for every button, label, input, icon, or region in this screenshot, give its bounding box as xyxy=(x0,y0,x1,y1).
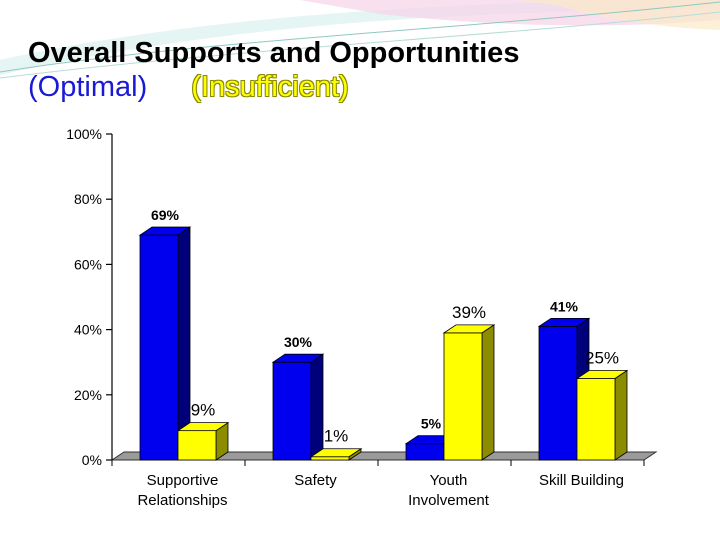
bar-insufficient xyxy=(576,378,616,461)
bar-insufficient xyxy=(443,332,483,461)
category-label: Skill Building xyxy=(539,472,624,489)
bar-top xyxy=(176,422,230,432)
y-tick-label: 60% xyxy=(74,256,102,272)
bar-top xyxy=(271,353,325,363)
bar-insufficient xyxy=(310,456,350,461)
data-label: 30% xyxy=(284,334,313,350)
y-tick-label: 100% xyxy=(66,126,102,142)
data-label: 69% xyxy=(151,207,180,223)
bar-top xyxy=(575,370,629,379)
bar-top xyxy=(537,317,591,327)
bar-optimal xyxy=(272,361,312,461)
slide-title-block: Overall Supports and Opportunities (Opti… xyxy=(28,36,708,104)
y-tick-label: 0% xyxy=(82,452,102,468)
y-tick-label: 20% xyxy=(74,387,102,403)
data-label: 39% xyxy=(452,303,486,322)
category-label: Safety xyxy=(294,472,337,489)
y-tick-label: 80% xyxy=(74,191,102,207)
data-label: 25% xyxy=(585,349,619,368)
y-tick-label: 40% xyxy=(74,322,102,338)
legend-optimal: (Optimal) xyxy=(28,71,148,103)
bar-side xyxy=(614,369,628,461)
bar-top xyxy=(138,226,192,236)
bar-side xyxy=(481,324,495,461)
data-label: 41% xyxy=(550,298,579,314)
slide-title: Overall Supports and Opportunities xyxy=(28,37,520,69)
bar-side xyxy=(310,353,324,461)
legend-line: (Optimal) (Insufficient) xyxy=(28,70,708,104)
category-label: Involvement xyxy=(408,492,490,509)
legend-insufficient: (Insufficient) xyxy=(191,71,349,103)
bar-top xyxy=(309,448,363,458)
category-label: Relationships xyxy=(137,492,227,509)
category-label: Youth xyxy=(430,472,468,489)
bar-optimal xyxy=(139,234,179,461)
bar-top xyxy=(442,324,496,334)
data-label: 5% xyxy=(421,416,442,432)
bar-insufficient xyxy=(177,430,217,461)
data-label: 9% xyxy=(191,401,216,420)
data-label: 1% xyxy=(324,427,349,446)
header-decoration xyxy=(0,0,720,79)
bar-optimal xyxy=(538,325,578,461)
bar-optimal xyxy=(405,443,445,461)
category-label: Supportive xyxy=(147,472,219,489)
